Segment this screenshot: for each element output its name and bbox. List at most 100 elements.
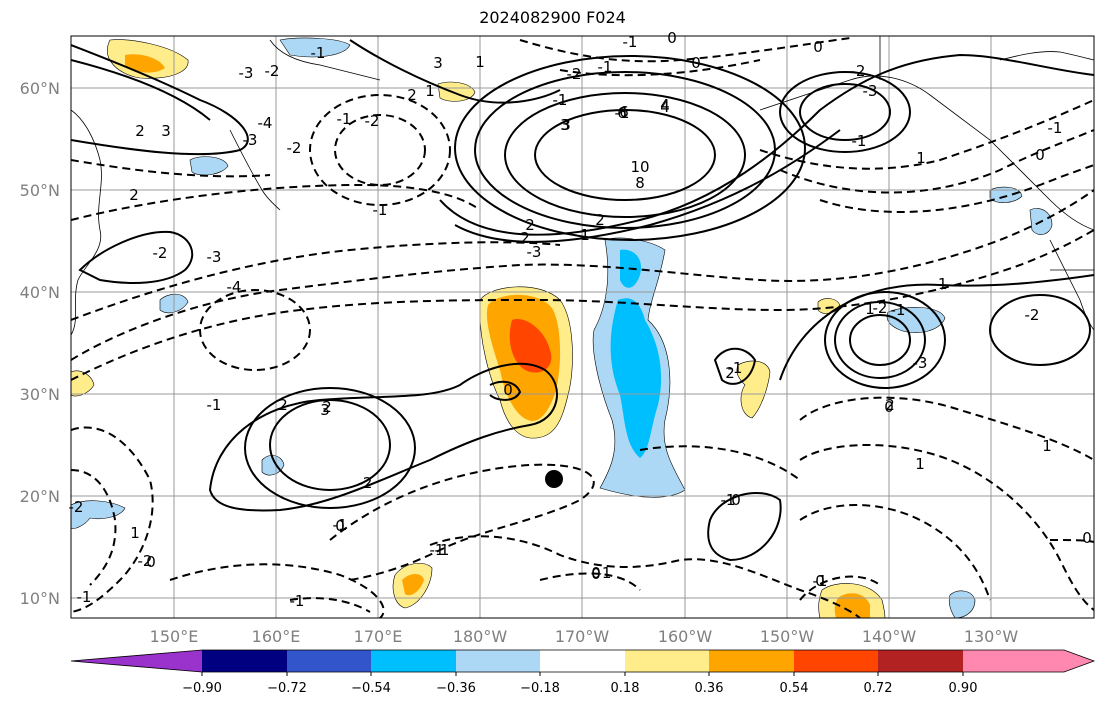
contour-value-label: -1 bbox=[435, 541, 450, 559]
contour-value-label: -2 bbox=[358, 474, 373, 492]
contour-value-label: -3 bbox=[863, 82, 878, 100]
negative-anomaly-area bbox=[189, 156, 229, 176]
contour-value-label: -1 bbox=[597, 564, 612, 582]
colorbar-label: −0.36 bbox=[436, 681, 476, 696]
contour-value-label: 2 bbox=[520, 229, 530, 247]
contour-value-label: -2 bbox=[1025, 306, 1040, 324]
negative-contours bbox=[71, 37, 1094, 618]
contour-value-label: -1 bbox=[891, 301, 906, 319]
lon-axis: 150°E 160°E 170°E 180°W 170°W 160°W 150°… bbox=[150, 627, 1019, 646]
contour-value-label: 1 bbox=[1042, 437, 1052, 455]
colorbar-segment bbox=[625, 650, 709, 672]
contour-value-label: 10 bbox=[630, 158, 649, 176]
storm-center-marker bbox=[545, 470, 563, 488]
contour-value-label: 2 bbox=[278, 396, 288, 414]
contour-value-label: -1 bbox=[933, 275, 948, 293]
contour-value-label: -1 bbox=[598, 58, 613, 76]
contour-value-label: -2 bbox=[153, 244, 168, 262]
lat-label: 40°N bbox=[20, 283, 60, 302]
contour-value-label: -3 bbox=[527, 243, 542, 261]
contour-value-label: 6 bbox=[619, 103, 629, 121]
lat-label: 20°N bbox=[20, 487, 60, 506]
colorbar-label: 0.90 bbox=[949, 681, 978, 696]
colorbar-segment bbox=[71, 650, 202, 672]
contour-value-label: -1 bbox=[430, 541, 445, 559]
contour-value-label: 0 bbox=[146, 553, 156, 571]
contour-value-label: -2 bbox=[265, 62, 280, 80]
negative-anomaly-area bbox=[989, 186, 1023, 203]
colorbar-segment bbox=[202, 650, 287, 672]
colorbar-segment bbox=[794, 650, 878, 672]
contour-value-label: 0 bbox=[731, 491, 741, 509]
contour-value-label: 2 bbox=[885, 396, 895, 414]
colorbar-label: −0.72 bbox=[267, 681, 307, 696]
contour-value-label: 0 bbox=[335, 517, 345, 535]
colorbar-segment bbox=[878, 650, 963, 672]
lat-axis: 60°N 50°N 40°N 30°N 20°N 10°N bbox=[20, 79, 60, 608]
contour-value-label: 2 bbox=[525, 216, 535, 234]
positive-anomaly-area bbox=[125, 54, 165, 73]
contour-value-label: 2 bbox=[129, 186, 139, 204]
contour-value-label: 0 bbox=[591, 565, 601, 583]
contour-value-label: -3 bbox=[207, 248, 222, 266]
contour-value-label: 0 bbox=[1082, 529, 1092, 547]
negative-anomaly-area bbox=[279, 37, 351, 58]
contour-value-label: -1 bbox=[721, 491, 736, 509]
lon-label: 180°W bbox=[453, 627, 508, 646]
contour-value-label: -2 bbox=[138, 552, 153, 570]
contour-value-label: -1 bbox=[337, 110, 352, 128]
colorbar-segment bbox=[709, 650, 794, 672]
colorbar-label: −0.18 bbox=[520, 681, 560, 696]
lat-label: 30°N bbox=[20, 385, 60, 404]
contour-value-label: -2 bbox=[873, 299, 888, 317]
colorbar-segment bbox=[371, 650, 456, 672]
colorbar: −0.90 −0.72 −0.54 −0.36 −0.18 0.18 0.36 0.54 0.7… bbox=[70, 649, 1096, 696]
contour-value-label: -1 bbox=[207, 396, 222, 414]
negative-anomaly-area bbox=[71, 500, 126, 529]
lat-label: 10°N bbox=[20, 589, 60, 608]
contour-value-label: -3 bbox=[239, 64, 254, 82]
contour-value-label: -1 bbox=[623, 33, 638, 51]
contour-value-label: -1 bbox=[852, 132, 867, 150]
contour-value-label: 3 bbox=[161, 122, 171, 140]
positive-anomaly-area bbox=[509, 319, 552, 373]
lon-label: 150°E bbox=[150, 627, 199, 646]
contour-value-label: 1 bbox=[916, 149, 926, 167]
contour-value-label: 2 bbox=[407, 86, 417, 104]
lat-label: 50°N bbox=[20, 181, 60, 200]
contour-value-label: -2 bbox=[69, 498, 84, 516]
contour-value-label: 1 bbox=[425, 82, 435, 100]
negative-anomaly-area bbox=[261, 455, 285, 476]
contour-value-label: -3 bbox=[243, 131, 258, 149]
contour-value-label: 3 bbox=[320, 401, 330, 419]
colorbar-segment bbox=[963, 650, 1094, 672]
contour-value-label: -1 bbox=[333, 516, 348, 534]
contour-value-label: 2 bbox=[322, 398, 332, 416]
contour-value-label: 0 bbox=[667, 29, 677, 47]
lon-label: 160°E bbox=[252, 627, 301, 646]
contour-value-label: 0 bbox=[815, 572, 825, 590]
contour-value-label: 1 bbox=[865, 300, 875, 318]
contour-value-label: 8 bbox=[635, 174, 645, 192]
contour-value-label: 4 bbox=[660, 96, 670, 114]
contour-value-label: 0 bbox=[691, 54, 701, 72]
contour-value-label: 0 bbox=[591, 564, 601, 582]
lat-label: 60°N bbox=[20, 79, 60, 98]
contour-value-label: 3 bbox=[433, 54, 443, 72]
positive-anomaly-area bbox=[402, 574, 424, 596]
contour-value-label: 0 bbox=[813, 38, 823, 56]
contour-value-label: -1 bbox=[553, 91, 568, 109]
contour-value-label: 2 bbox=[595, 211, 605, 229]
contour-value-label: -1 bbox=[728, 359, 743, 377]
chart-title: 2024082900 F024 bbox=[479, 8, 626, 27]
contour-value-label: 0 bbox=[1035, 146, 1045, 164]
contour-value-label: -2 bbox=[365, 112, 380, 130]
contour-value-label: 1 bbox=[130, 524, 140, 542]
lon-label: 170°W bbox=[555, 627, 610, 646]
contour-value-label: -1 bbox=[813, 572, 828, 590]
negative-anomaly-area bbox=[610, 298, 662, 458]
contour-value-label: 4 bbox=[660, 98, 670, 116]
contour-value-label: -2 bbox=[567, 65, 582, 83]
